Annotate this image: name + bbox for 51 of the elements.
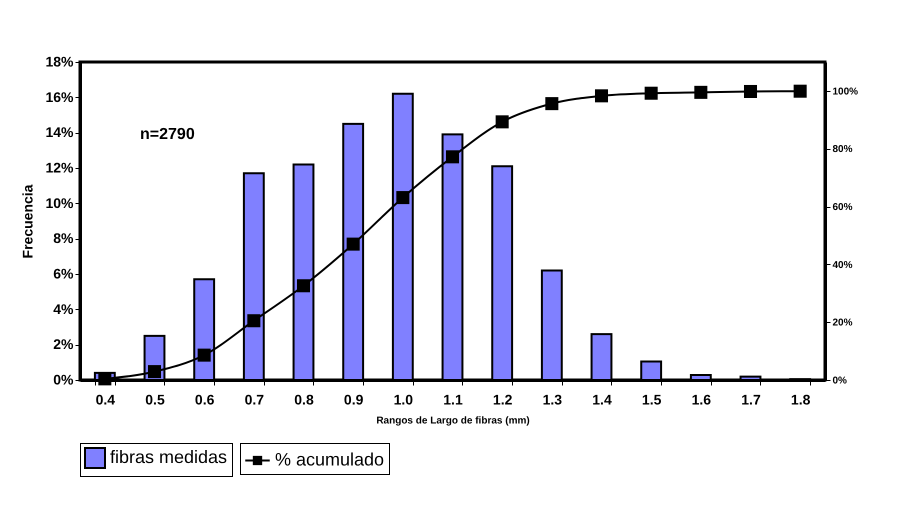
- y2-tick-label: 100%: [832, 86, 858, 98]
- y2-tick-label: 0%: [832, 376, 848, 386]
- point: [346, 238, 360, 251]
- point: [446, 150, 460, 164]
- point: [496, 115, 509, 128]
- x-tick-label: 1.7: [741, 392, 761, 408]
- x-tick-label: 1.6: [692, 392, 712, 408]
- y-tick-label: 12%: [45, 160, 74, 176]
- point: [694, 86, 708, 99]
- point: [98, 372, 112, 386]
- y-tick-label: 2%: [53, 336, 74, 352]
- x-tick-label: 1.1: [443, 392, 463, 408]
- x-tick-label: 0.4: [96, 392, 116, 408]
- x-tick-label: 1.4: [592, 392, 612, 408]
- point: [545, 97, 558, 110]
- y-tick-label: 18%: [45, 54, 74, 70]
- point: [148, 365, 162, 378]
- annotation: n=2790: [140, 126, 195, 143]
- x-axis-title: Rangos de Largo de fibras (mm): [376, 416, 530, 426]
- point: [794, 84, 807, 98]
- x-tick-label: 0.5: [145, 392, 165, 408]
- y2-tick-label: 20%: [832, 318, 853, 329]
- y-tick-label: 0%: [53, 372, 74, 388]
- x-tick-label: 0.9: [344, 392, 364, 408]
- y-tick-label: 14%: [45, 124, 74, 140]
- legend-label: % acumulado: [275, 450, 384, 470]
- point: [296, 279, 310, 292]
- x-tick-label: 1.0: [394, 392, 414, 408]
- y-axis-title: Frecuencia: [19, 184, 36, 258]
- y-tick-label: 4%: [53, 300, 74, 317]
- point: [594, 89, 608, 102]
- y2-tick-label: 40%: [832, 260, 853, 271]
- x-tick-label: 1.8: [790, 392, 811, 408]
- point: [198, 348, 211, 362]
- y2-tick-label: 80%: [832, 144, 853, 156]
- x-tick-label: 1.2: [492, 392, 513, 408]
- point: [247, 314, 260, 328]
- x-tick-label: 0.8: [294, 392, 314, 408]
- point: [644, 86, 658, 100]
- x-tick-label: 0.6: [194, 392, 215, 408]
- y-tick-label: 16%: [45, 88, 74, 105]
- y-tick-label: 8%: [53, 230, 74, 246]
- point: [744, 84, 758, 98]
- point: [396, 191, 410, 204]
- x-tick-label: 1.5: [642, 392, 662, 408]
- x-tick-label: 0.7: [244, 392, 264, 408]
- legend-label: fibras medidas: [110, 447, 228, 467]
- y2-tick-label: 60%: [832, 202, 853, 214]
- x-tick-label: 1.3: [542, 392, 562, 408]
- y-tick-label: 6%: [53, 266, 74, 282]
- y-tick-label: 10%: [45, 194, 74, 211]
